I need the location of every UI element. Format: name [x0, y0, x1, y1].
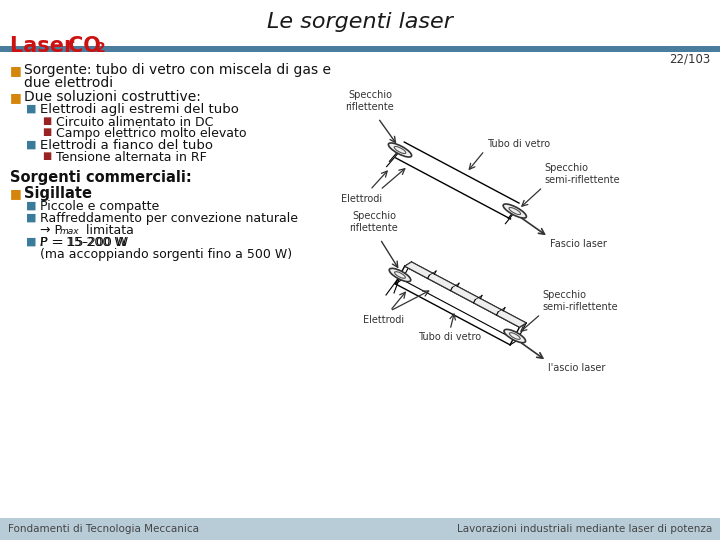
Text: Specchio
riflettente: Specchio riflettente [346, 90, 395, 112]
Text: max: max [60, 227, 80, 236]
Text: Raffreddamento per convezione naturale: Raffreddamento per convezione naturale [40, 212, 298, 225]
Text: Piccole e compatte: Piccole e compatte [40, 200, 159, 213]
Text: ■: ■ [26, 237, 37, 247]
Text: ■: ■ [26, 140, 37, 150]
Text: Tensione alternata in RF: Tensione alternata in RF [56, 151, 207, 164]
Text: ■: ■ [10, 187, 22, 200]
Text: ■: ■ [10, 64, 22, 77]
Text: ■: ■ [42, 151, 51, 161]
Ellipse shape [504, 329, 526, 343]
Text: Circuito alimentato in DC: Circuito alimentato in DC [56, 116, 213, 129]
Text: Campo elettrico molto elevato: Campo elettrico molto elevato [56, 127, 246, 140]
Text: 22/103: 22/103 [669, 52, 710, 65]
Polygon shape [405, 262, 526, 327]
Text: ■: ■ [42, 116, 51, 126]
Ellipse shape [388, 143, 412, 157]
Text: Le sorgenti laser: Le sorgenti laser [267, 12, 453, 32]
Text: ■: ■ [42, 127, 51, 137]
Text: Lavorazioni industriali mediante laser di potenza: Lavorazioni industriali mediante laser d… [456, 524, 712, 534]
Text: Fondamenti di Tecnologia Meccanica: Fondamenti di Tecnologia Meccanica [8, 524, 199, 534]
Text: Sigillate: Sigillate [24, 186, 92, 201]
Text: Specchio
riflettente: Specchio riflettente [350, 211, 398, 233]
Text: = 15-200 W: = 15-200 W [49, 236, 128, 249]
Bar [0, 518, 720, 540]
Text: Tubo di vetro: Tubo di vetro [418, 332, 482, 342]
Text: Sorgenti commerciali:: Sorgenti commerciali: [10, 170, 192, 185]
Text: ■: ■ [26, 201, 37, 211]
Text: Tubo di vetro: Tubo di vetro [487, 139, 550, 148]
Text: Elettrodi a fianco del tubo: Elettrodi a fianco del tubo [40, 139, 213, 152]
Text: limitata: limitata [82, 224, 134, 237]
Ellipse shape [503, 204, 526, 218]
Text: Due soluzioni costruttive:: Due soluzioni costruttive: [24, 90, 201, 104]
Ellipse shape [390, 268, 411, 282]
Text: l'ascio laser: l'ascio laser [549, 363, 606, 373]
Text: Fascio laser: Fascio laser [550, 239, 607, 249]
Text: Laser: Laser [10, 36, 81, 56]
Text: Elettrodi: Elettrodi [364, 315, 405, 325]
Text: Specchio
semi-riflettente: Specchio semi-riflettente [545, 164, 621, 185]
Text: ■: ■ [10, 91, 22, 104]
Text: Elettrodi: Elettrodi [341, 194, 382, 204]
Text: CO: CO [68, 36, 101, 56]
Text: P = 15-200 W: P = 15-200 W [40, 236, 127, 249]
Text: ■: ■ [26, 213, 37, 223]
Text: ■: ■ [26, 104, 37, 114]
Text: Specchio
semi-riflettente: Specchio semi-riflettente [543, 291, 618, 312]
Text: due elettrodi: due elettrodi [24, 76, 113, 90]
Text: Elettrodi agli estremi del tubo: Elettrodi agli estremi del tubo [40, 103, 239, 116]
Text: (ma accoppiando sorgenti fino a 500 W): (ma accoppiando sorgenti fino a 500 W) [40, 248, 292, 261]
Text: → P: → P [40, 224, 62, 237]
Text: P: P [40, 236, 48, 249]
Bar [0, 46, 720, 52]
Text: 2: 2 [96, 41, 106, 55]
Text: Sorgente: tubo di vetro con miscela di gas e: Sorgente: tubo di vetro con miscela di g… [24, 63, 331, 77]
